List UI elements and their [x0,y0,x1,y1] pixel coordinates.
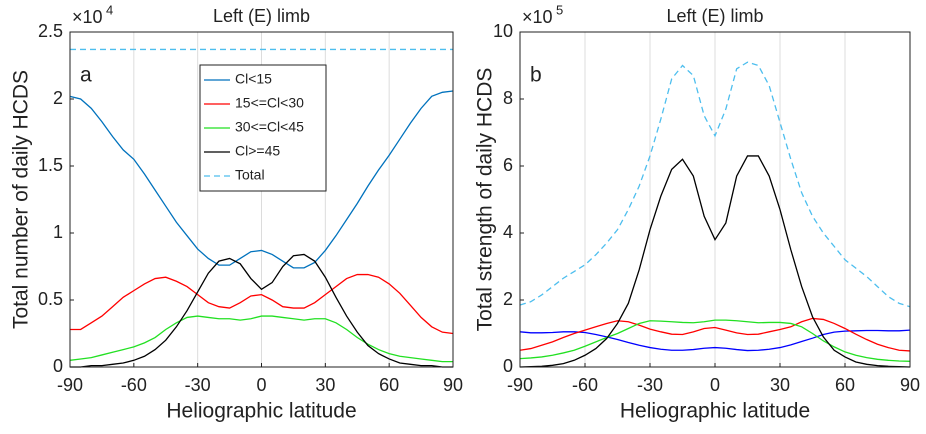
x-tick-label: 60 [835,375,855,395]
x-tick-label: -90 [507,375,533,395]
y-multiplier-exponent: 5 [556,2,563,17]
y-tick-label: 2 [503,289,513,309]
y-tick-label: 6 [503,155,513,175]
chart: -90 -60 -30 0 30 60 90 0 0.5 1 1.5 2 2.5 Left (E) lim… [10,2,463,422]
legend-label: Total [235,167,265,183]
x-tick-label: 0 [256,375,266,395]
legend-label: 15<=Cl<30 [235,95,304,111]
y-tick-label: 2.5 [38,21,63,41]
x-tick-label: -90 [57,375,83,395]
y-tick-label: 0.5 [38,289,63,309]
series-line [519,317,911,352]
series-line [519,61,911,308]
y-multiplier: ×10 [72,7,103,27]
y-multiplier-exponent: 4 [106,2,113,17]
x-tick-label: 0 [710,375,720,395]
series-line [519,329,911,352]
chart-title: Left (E) limb [213,6,310,26]
legend-label: Cl>=45 [235,143,280,159]
series-line [519,155,911,368]
y-tick-label: 2 [53,88,63,108]
series-line [519,319,911,362]
series-line [69,315,453,363]
y-tick-label: 4 [503,222,513,242]
x-tick-label: 90 [900,375,920,395]
y-axis-label: Total number of daily HCDS [10,70,33,329]
axes-box [69,31,454,368]
x-tick-label: -30 [185,375,211,395]
x-tick-label: -60 [121,375,147,395]
x-tick-label: -30 [637,375,663,395]
x-tick-label: 30 [770,375,790,395]
series-line [69,90,454,269]
x-axis-label: Heliographic latitude [166,400,356,423]
y-tick-label: 10 [493,21,513,41]
x-tick-label: 90 [443,375,463,395]
series-line [70,253,453,368]
x-tick-label: 30 [315,375,335,395]
legend-label: 30<=Cl<45 [235,119,304,135]
y-tick-label: 0 [53,356,63,376]
y-multiplier: ×10 [522,7,553,27]
y-tick-label: 0 [503,356,513,376]
series-line [70,273,454,335]
x-tick-label: 60 [379,375,399,395]
panel-label: b [530,64,542,87]
chart-title: Left (E) limb [666,6,763,26]
chart: -90 -60 -30 0 30 60 90 0 2 4 6 8 10 Left (E) limb b Hel… [474,2,920,422]
x-tick-label: -60 [572,375,598,395]
y-tick-label: 8 [503,88,513,108]
legend-label: Cl<15 [235,71,272,87]
x-axis-label: Heliographic latitude [620,400,810,423]
y-tick-label: 1 [53,222,63,242]
axes-box [519,31,911,368]
panel-label: a [80,64,92,87]
y-tick-label: 1.5 [38,155,63,175]
y-axis-label: Total strength of daily HCDS [474,68,497,332]
